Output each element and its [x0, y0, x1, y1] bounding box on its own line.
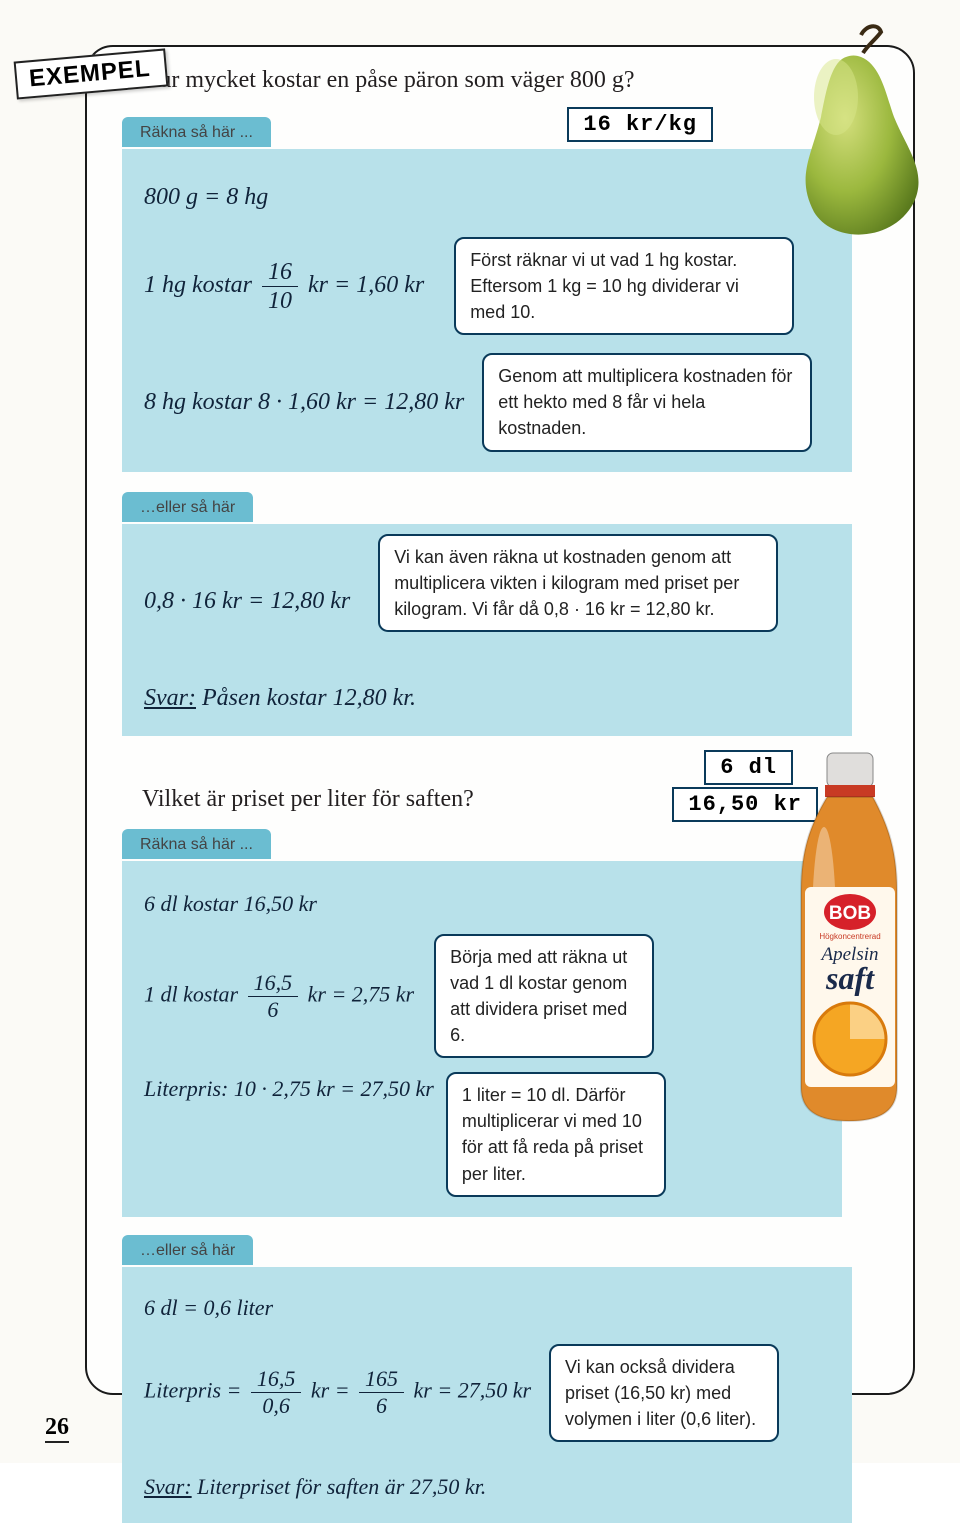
ex1-line-1hg: 1 hg kostar 1610 kr = 1,60 kr: [144, 260, 424, 313]
ex1-info-2: Genom att multiplicera kostnaden för ett…: [482, 353, 812, 451]
ex1-price-tag: 16 kr/kg: [567, 107, 713, 142]
ex2-line2: 1 dl kostar 16,56 kr = 2,75 kr: [144, 972, 414, 1021]
svg-text:BOB: BOB: [829, 903, 871, 924]
page-number: 26: [45, 1414, 69, 1443]
ex2-line3: Literpris: 10 · 2,75 kr = 27,50 kr: [144, 1072, 434, 1105]
ex1-info-1: Först räknar vi ut vad 1 hg kostar. Efte…: [454, 237, 794, 335]
ex2-line1: 6 dl kostar 16,50 kr: [144, 887, 820, 920]
ex1-info-3: Vi kan även räkna ut kostnaden genom att…: [378, 534, 778, 632]
svg-text:Högkoncentrerad: Högkoncentrerad: [819, 932, 880, 941]
ex1-line-8hg: 8 hg kostar 8 · 1,60 kr = 12,80 kr: [144, 384, 464, 420]
ex2-calc-box-b: …eller så här 6 dl = 0,6 liter Literpris…: [122, 1267, 852, 1523]
ex2-info-1: Börja med att räkna ut vad 1 dl kostar g…: [434, 934, 654, 1058]
tab-rakna-2: Räkna så här ...: [122, 829, 271, 859]
tab-eller-2: …eller så här: [122, 1235, 253, 1265]
ex2-info-2: 1 liter = 10 dl. Därför multiplicerar vi…: [446, 1072, 666, 1196]
example-frame: Hur mycket kostar en påse päron som väge…: [85, 45, 915, 1395]
ex2-line4: 6 dl = 0,6 liter: [144, 1291, 830, 1324]
ex2-line5: Literpris = 16,50,6 kr = 1656 kr = 27,50…: [144, 1368, 531, 1417]
ex1-line-800g: 800 g = 8 hg: [144, 179, 830, 215]
ex1-svar: Svar: Påsen kostar 12,80 kr.: [144, 680, 830, 716]
ex1-calc-box-b: …eller så här 0,8 · 16 kr = 12,80 kr Vi …: [122, 524, 852, 736]
ex2-info-3: Vi kan också dividera priset (16,50 kr) …: [549, 1344, 779, 1442]
pear-illustration: [766, 17, 931, 242]
ex1-line-alt: 0,8 · 16 kr = 12,80 kr: [144, 583, 350, 619]
tab-eller-1: …eller så här: [122, 492, 253, 522]
svg-text:saft: saft: [825, 960, 875, 996]
ex2-svar: Svar: Literpriset för saften är 27,50 kr…: [144, 1470, 830, 1503]
tab-rakna-1: Räkna så här ...: [122, 117, 271, 147]
ex1-calc-box-a: Räkna så här ... 800 g = 8 hg 1 hg kosta…: [122, 149, 852, 472]
ex2-calc-box-a: Räkna så här ... 6 dl kostar 16,50 kr 1 …: [122, 861, 842, 1217]
bottle-illustration: BOB Högkoncentrerad Apelsin saft: [779, 747, 919, 1127]
